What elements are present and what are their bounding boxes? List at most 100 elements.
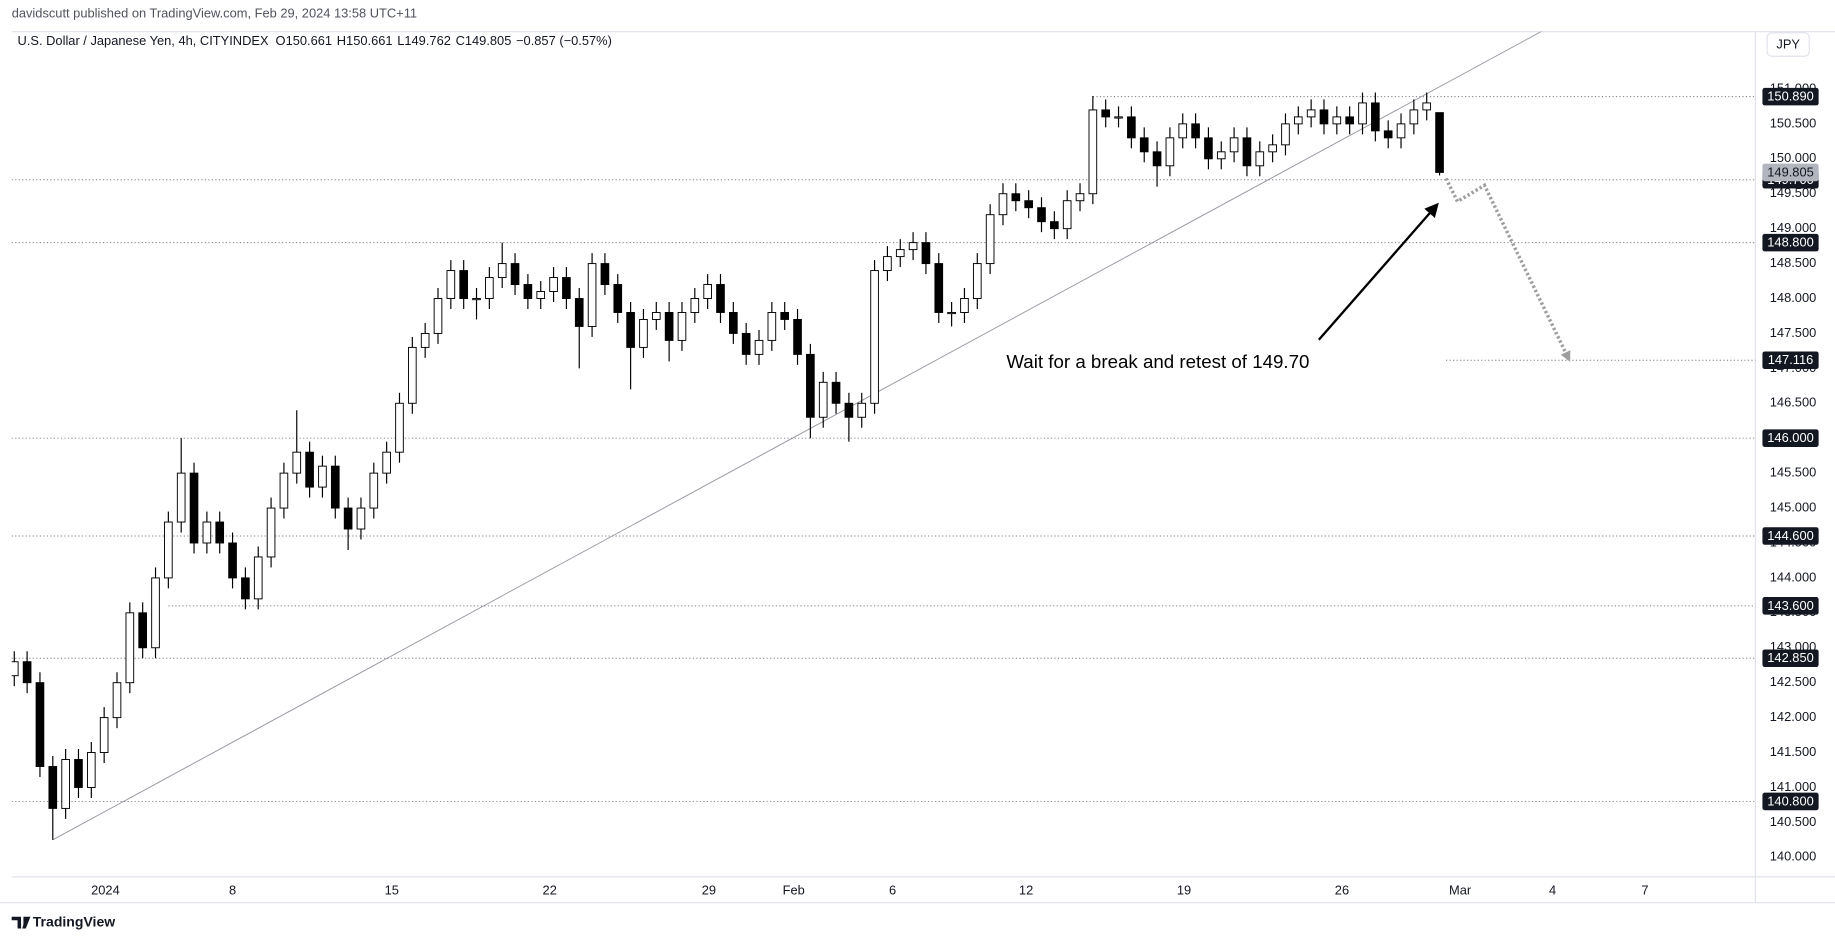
candle-body bbox=[1306, 109, 1316, 118]
candle-body bbox=[895, 249, 905, 258]
candle-body bbox=[11, 661, 19, 677]
level-tag-bg bbox=[1762, 649, 1819, 668]
candle-body bbox=[420, 332, 430, 348]
candle-body bbox=[241, 577, 250, 600]
x-tick-label: 8 bbox=[229, 882, 236, 897]
candle-body bbox=[870, 270, 879, 404]
candle-body bbox=[664, 312, 674, 341]
y-tick-label: 150.500 bbox=[1770, 115, 1817, 130]
last-price-tag-bg bbox=[1762, 163, 1819, 182]
y-tick-label: 148.000 bbox=[1770, 290, 1817, 305]
candle-body bbox=[1011, 193, 1021, 202]
candle-body bbox=[318, 465, 327, 488]
ohlc-value: C149.805 bbox=[456, 34, 512, 49]
candle-body bbox=[138, 612, 147, 649]
y-tick-label: 150.000 bbox=[1770, 150, 1817, 165]
last-price-tag-label: 149.805 bbox=[1767, 164, 1814, 179]
level-tag-bg bbox=[1762, 87, 1819, 106]
candle-body bbox=[972, 263, 982, 299]
candle-body bbox=[125, 612, 135, 684]
candle-body bbox=[754, 339, 764, 355]
candle-body bbox=[857, 402, 867, 418]
plot-area bbox=[11, 31, 1756, 841]
candle-body bbox=[1383, 130, 1393, 139]
candle-body bbox=[356, 507, 366, 530]
candle-body bbox=[305, 451, 314, 488]
candle-body bbox=[99, 717, 109, 754]
candle-body bbox=[677, 312, 687, 341]
candle-body bbox=[613, 284, 623, 313]
candle-body bbox=[1050, 221, 1059, 230]
x-tick-label: 6 bbox=[889, 882, 896, 897]
candle-body bbox=[1255, 151, 1265, 167]
candle-body bbox=[549, 277, 558, 292]
x-tick-label: 15 bbox=[385, 882, 399, 897]
candle-body bbox=[228, 542, 237, 579]
candle-body bbox=[1345, 116, 1354, 125]
candle-body bbox=[1293, 116, 1303, 125]
currency-button[interactable] bbox=[1766, 32, 1810, 57]
candle-body bbox=[112, 682, 122, 719]
x-tick-label: Mar bbox=[1449, 882, 1472, 897]
level-tag-label: 140.800 bbox=[1767, 793, 1814, 808]
candle-body bbox=[921, 242, 931, 265]
level-tag-label: 142.850 bbox=[1767, 650, 1814, 665]
candle-body bbox=[1191, 123, 1200, 139]
annotation-text: Wait for a break and retest of 149.70 bbox=[1006, 351, 1309, 372]
x-tick-label: Feb bbox=[783, 882, 805, 897]
candle-body bbox=[1422, 102, 1432, 111]
candle-body bbox=[22, 661, 32, 684]
candle-body bbox=[844, 402, 854, 418]
x-tick-label: 19 bbox=[1177, 882, 1191, 897]
logo-icon bbox=[11, 916, 31, 929]
level-tag-bg bbox=[1762, 429, 1819, 447]
candle-body bbox=[1204, 137, 1213, 160]
candle-body bbox=[1371, 102, 1380, 132]
trendline bbox=[52, 31, 1542, 841]
candle-body bbox=[472, 298, 481, 301]
y-tick-label: 149.500 bbox=[1770, 185, 1817, 200]
x-tick-label: 26 bbox=[1335, 882, 1349, 897]
y-tick-label: 144.000 bbox=[1770, 569, 1817, 584]
candle-body bbox=[1435, 112, 1444, 173]
logo: TradingView bbox=[11, 913, 115, 929]
y-tick-label: 145.000 bbox=[1770, 499, 1817, 514]
candle-body bbox=[818, 381, 828, 418]
candle-body bbox=[806, 353, 815, 418]
level-tag-label: 148.800 bbox=[1767, 235, 1814, 250]
currency-button-label[interactable]: JPY bbox=[1776, 37, 1800, 52]
logo-text: TradingView bbox=[33, 913, 115, 929]
candle-body bbox=[459, 270, 469, 299]
y-tick-label: 147.500 bbox=[1770, 325, 1817, 340]
candle-body bbox=[279, 472, 289, 509]
candle-body bbox=[947, 312, 956, 315]
candle-body bbox=[1332, 116, 1342, 125]
candle-body bbox=[1281, 123, 1290, 146]
y-tick-label: 140.000 bbox=[1770, 849, 1817, 864]
candle-body bbox=[1062, 200, 1072, 230]
candle-body bbox=[626, 312, 635, 348]
candle-body bbox=[831, 381, 841, 404]
candle-body bbox=[35, 682, 45, 767]
x-tick-label: 2024 bbox=[91, 882, 120, 897]
candle-body bbox=[369, 472, 379, 509]
candle-body bbox=[1165, 137, 1175, 167]
candle-body bbox=[716, 284, 725, 313]
candle-body bbox=[960, 298, 969, 313]
ohlc-value: L149.762 bbox=[397, 34, 451, 49]
candle-body bbox=[1075, 193, 1085, 202]
x-tick-label: 7 bbox=[1641, 882, 1648, 897]
x-tick-label: 29 bbox=[702, 882, 716, 897]
level-tag-bg bbox=[1762, 597, 1819, 615]
candle-body bbox=[343, 507, 353, 530]
level-tag-bg bbox=[1762, 233, 1819, 252]
candle-body bbox=[908, 242, 918, 251]
candle-body bbox=[523, 284, 533, 299]
candle-body bbox=[266, 507, 276, 558]
candle-body bbox=[395, 402, 404, 453]
candle-body bbox=[883, 256, 892, 272]
candle-body bbox=[446, 270, 456, 299]
ohlc-value: O150.661 bbox=[276, 34, 333, 49]
